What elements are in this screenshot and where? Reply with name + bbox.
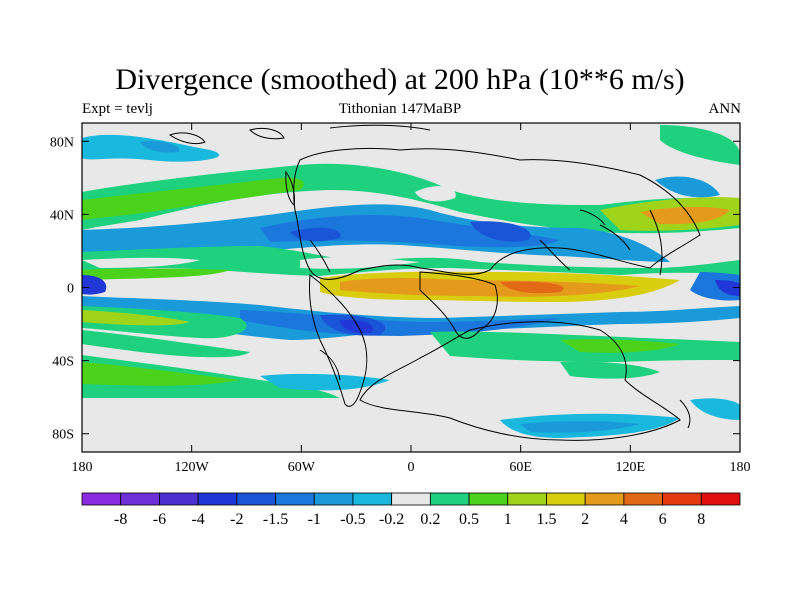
colorbar-label: 6 (659, 511, 667, 528)
colorbar-label: 0.5 (459, 511, 479, 528)
season-label: ANN (708, 101, 742, 117)
colorbar-swatch (662, 492, 702, 506)
colorbar-swatch (81, 492, 122, 506)
colorbar-label: -1 (308, 511, 321, 528)
lon-label: 120W (175, 460, 210, 475)
colorbar-swatch (507, 492, 547, 506)
colorbar-swatch (429, 492, 470, 506)
lat-label: 80S (52, 428, 74, 443)
lat-label: 40S (52, 355, 74, 370)
colorbar-label: -1.5 (263, 511, 288, 528)
lon-label: 60E (509, 460, 532, 475)
coastlines (168, 124, 701, 441)
colorbar-swatch (275, 492, 315, 506)
colorbar-label: -0.5 (340, 511, 365, 528)
lon-label: 60W (288, 460, 316, 475)
experiment-label: Expt = tevlj (82, 101, 153, 117)
colorbar-swatch (197, 492, 238, 506)
lon-label: 0 (408, 460, 415, 475)
map-title: Divergence (smoothed) at 200 hPa (10**6 … (115, 63, 685, 96)
colorbar-swatch (391, 492, 431, 506)
period-label: Tithonian 147MaBP (338, 101, 462, 117)
colorbar-swatch (584, 492, 625, 506)
axis-ticks: 80N 40N 0 40S 80S 180 120W 60W 0 60E 120E 180 (50, 123, 751, 475)
colorbar-swatch (352, 492, 393, 506)
colorbar-swatch (159, 492, 199, 506)
colorbar-label: 2 (581, 511, 589, 528)
colorbar-label: 8 (697, 511, 705, 528)
colorbar-label: -6 (153, 511, 166, 528)
colorbar-swatch (468, 492, 509, 506)
lon-label: 180 (72, 460, 93, 475)
colorbar-swatch (313, 492, 354, 506)
colorbar-swatch (700, 492, 741, 506)
colorbar-swatch (546, 492, 586, 506)
lon-label: 180 (730, 460, 751, 475)
lat-label: 80N (50, 135, 74, 150)
colorbar-label: 0.2 (420, 511, 440, 528)
lat-label: 40N (50, 208, 74, 223)
colorbar-label: 1.5 (536, 511, 556, 528)
lat-label: 0 (67, 282, 74, 297)
lon-label: 120E (616, 460, 646, 475)
colorbar-label: -8 (114, 511, 127, 528)
colorbar-label: -0.2 (379, 511, 404, 528)
colorbar-swatch (623, 492, 663, 506)
colorbar-swatch (236, 492, 276, 506)
colorbar-label: -4 (191, 511, 204, 528)
colorbar-label: 1 (504, 511, 512, 528)
colorbar-label: -2 (230, 511, 243, 528)
colorbar: -8 -6 -4 -2 -1.5 -1 -0.5 -0.2 0.2 0.5 1 1.5 2 4 6 8 (81, 492, 741, 528)
contour-field (82, 123, 740, 452)
colorbar-label: 4 (620, 511, 628, 528)
colorbar-swatch (120, 492, 160, 506)
